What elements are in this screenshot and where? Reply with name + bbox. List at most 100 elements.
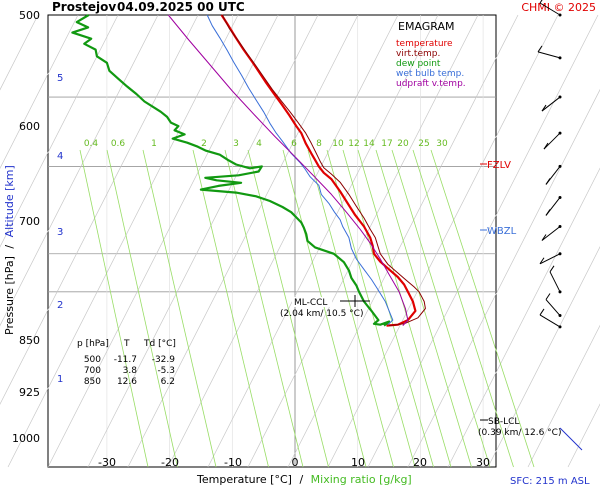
table-cell: 3.8: [123, 366, 138, 376]
mixing-ratio-label: 10: [332, 139, 344, 149]
table-cell: 500: [84, 355, 101, 365]
pressure-tick-label: 1000: [12, 432, 40, 445]
wind-barb: [549, 265, 562, 294]
temperature-tick-label: 30: [476, 456, 490, 469]
legend-item-updraft: udpraft v.temp.: [396, 79, 466, 89]
y-axis-pressure-label: Pressure [hPa]: [3, 256, 16, 335]
wind-barb: [537, 45, 562, 60]
pressure-tick-label: 500: [19, 9, 40, 22]
table-cell: -5.3: [157, 366, 175, 376]
temperature-tick-label: -30: [98, 456, 116, 469]
temperature-tick-labels: -30 -20 -10 0 10 20 30: [98, 456, 490, 469]
mixing-ratio-label: 6: [291, 139, 297, 149]
mixing-ratio-label: 20: [397, 139, 409, 149]
mixing-ratio-line: [326, 149, 416, 468]
legend: EMAGRAM temperature virt.temp. dew point…: [396, 20, 466, 89]
grid-layer: [0, 14, 600, 468]
dry-adiabat: [207, 14, 439, 468]
mixing-ratio-line: [106, 149, 178, 468]
altitude-tick-label: 2: [57, 300, 63, 311]
mixing-ratio-label: 3: [233, 139, 239, 149]
x-axis-mixing-label: Mixing ratio [g/kg]: [311, 473, 412, 486]
x-axis-separator: /: [299, 473, 303, 486]
altitude-tick-label: 4: [57, 151, 63, 162]
mixing-ratio-line: [412, 149, 514, 468]
mixing-ratio-label: 0.6: [111, 139, 126, 149]
mixing-ratio-line: [142, 149, 217, 468]
mixing-ratio-line: [79, 149, 149, 468]
dry-adiabat: [447, 167, 600, 468]
temperature-tick-label: -10: [224, 456, 242, 469]
pressure-tick-label: 600: [19, 120, 40, 133]
dry-adiabat: [127, 14, 359, 468]
legend-item-virt-temp: virt.temp.: [396, 49, 440, 59]
mixing-ratio-line: [430, 149, 535, 468]
legend-item-wet-bulb: wet bulb temp.: [396, 69, 464, 79]
mixing-ratio-label: 4: [256, 139, 262, 149]
mixing-ratio-line: [224, 149, 304, 468]
wind-barb: [541, 95, 562, 112]
table-cell: -11.7: [114, 355, 137, 365]
mixing-ratio-label: 1: [151, 139, 157, 149]
ml-ccl-label: ML-CCL: [294, 298, 327, 308]
series-line-udpraft-v-temp-: [167, 14, 409, 326]
mixing-ratio-labels: 0.4 0.6 1 2 3 4 6 8 10 12 14 17 20 25 30: [84, 139, 448, 149]
fzlv-label: FZLV: [487, 160, 511, 171]
table-header: T: [123, 339, 130, 349]
mixing-ratio-label: 14: [363, 139, 375, 149]
legend-title: EMAGRAM: [398, 20, 455, 33]
mixing-ratio-label: 17: [381, 139, 392, 149]
dry-adiabat: [0, 14, 119, 248]
mixing-ratio-line: [357, 149, 452, 468]
series-layer: [71, 14, 426, 327]
sfc-label: SFC: 215 m ASL: [510, 476, 590, 487]
mixing-ratio-line: [192, 149, 269, 468]
mixing-ratio-label: 30: [436, 139, 448, 149]
dry-adiabat: [7, 14, 239, 468]
dry-adiabat: [87, 14, 319, 468]
mixing-ratio-label: 12: [348, 139, 359, 149]
pressure-tick-label: 850: [19, 334, 40, 347]
series-line-dew-point: [71, 14, 391, 327]
mixing-ratio-label: 0.4: [84, 139, 99, 149]
pressure-tick-labels: 500 600 700 850 925 1000: [12, 9, 40, 445]
table-header: Td [°C]: [143, 339, 176, 349]
level-table: p [hPa] T Td [°C] 500 -11.7 -32.9 700 3.…: [77, 339, 176, 387]
y-axis-separator: /: [3, 245, 16, 249]
x-axis-label: Temperature [°C] / Mixing ratio [g/kg]: [196, 473, 412, 486]
wind-barb: [545, 164, 562, 185]
dry-adiabat: [0, 14, 39, 91]
altitude-tick-label: 3: [57, 227, 63, 238]
mixing-ratio-line: [282, 149, 367, 468]
dry-adiabat: [0, 14, 159, 327]
storm-motion-line: [559, 427, 583, 451]
wind-barb: [543, 131, 562, 150]
copyright-text: CHMI © 2025: [521, 1, 596, 14]
sb-lcl-value: (0.39 km/ 12.6 °C): [478, 428, 561, 438]
dry-adiabat: [0, 14, 199, 405]
wind-barb: [545, 293, 562, 318]
mixing-ratio-label: 2: [201, 139, 207, 149]
dry-adiabat: [167, 14, 399, 468]
y-axis-altitude-label: Altitude [km]: [3, 165, 16, 237]
y-axis-label: Pressure [hPa] / Altitude [km]: [3, 165, 16, 335]
dry-adiabat: [327, 14, 559, 468]
temperature-tick-label: 20: [413, 456, 427, 469]
wind-barb: [539, 252, 562, 265]
mixing-ratio-label: 8: [316, 139, 322, 149]
sb-lcl-annotation: SB-LCL (0.39 km/ 12.6 °C): [478, 417, 561, 438]
station-title: Prostejov: [52, 0, 116, 14]
dry-adiabat: [527, 324, 600, 468]
ml-ccl-value: (2.04 km/ 10.5 °C): [280, 309, 363, 319]
mixing-ratio-line: [307, 149, 394, 468]
fzlv-marker: FZLV: [480, 160, 511, 171]
table-cell: 700: [84, 366, 101, 376]
legend-item-temperature: temperature: [396, 39, 453, 49]
wbzl-marker: WBZL: [480, 226, 517, 237]
dry-adiabat: [247, 14, 479, 468]
dry-adiabat: [487, 246, 600, 468]
series-line-virt-temp-: [221, 14, 426, 327]
temperature-tick-label: 0: [292, 456, 299, 469]
legend-item-dew-point: dew point: [396, 59, 441, 69]
